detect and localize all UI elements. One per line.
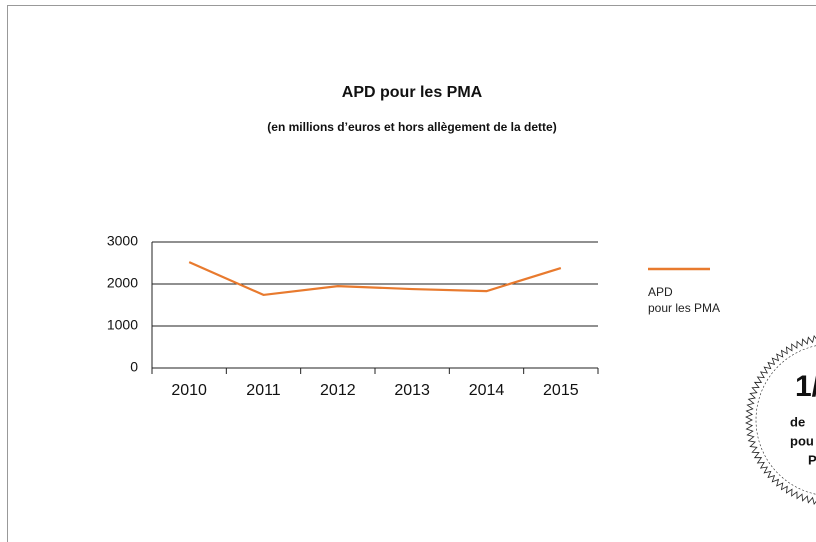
chart-subtitle: (en millions d’euros et hors allègement … bbox=[267, 120, 556, 134]
badge-text: pou bbox=[790, 433, 814, 448]
x-tick-label: 2011 bbox=[246, 382, 281, 399]
x-tick-label: 2015 bbox=[543, 382, 579, 399]
frame-border bbox=[7, 5, 816, 542]
badge: 1/de pou P bbox=[745, 334, 816, 506]
badge-text: de bbox=[790, 414, 805, 429]
x-tick-label: 2012 bbox=[320, 382, 356, 399]
badge-text: P bbox=[808, 452, 816, 467]
y-tick-label: 2000 bbox=[107, 275, 138, 291]
x-tick-label: 2010 bbox=[171, 382, 207, 399]
y-tick-label: 3000 bbox=[107, 233, 138, 249]
x-tick-label: 2013 bbox=[394, 382, 430, 399]
y-tick-label: 0 bbox=[130, 359, 138, 375]
legend-label: APD pour les PMA bbox=[648, 285, 721, 315]
badge-outline bbox=[745, 334, 816, 506]
badge-text: 1/ bbox=[795, 370, 816, 403]
chart-title: APD pour les PMA bbox=[342, 84, 483, 101]
series-line bbox=[188, 261, 562, 297]
x-tick-label: 2014 bbox=[469, 382, 505, 399]
y-tick-label: 1000 bbox=[107, 317, 138, 333]
